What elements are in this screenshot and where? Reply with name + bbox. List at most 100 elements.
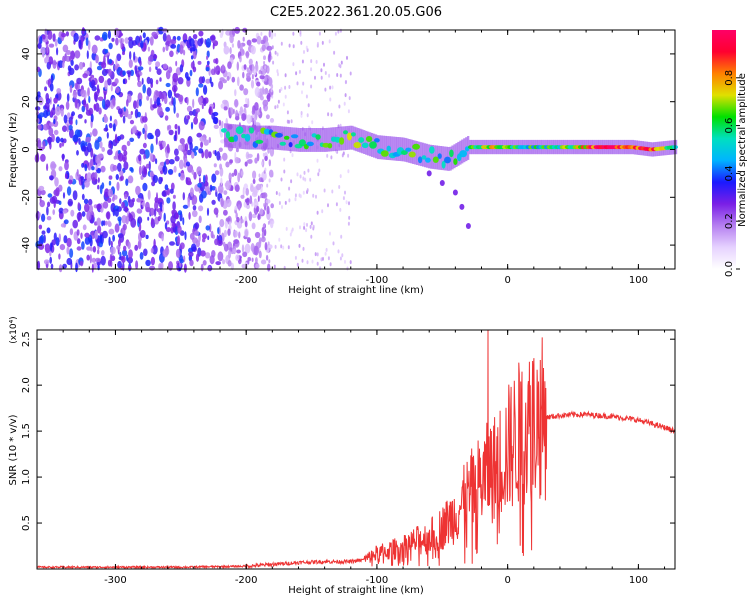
signal-blob bbox=[306, 141, 314, 147]
noise-speckle bbox=[96, 84, 100, 92]
noise-speckle bbox=[37, 139, 42, 149]
signal-blob bbox=[401, 150, 408, 156]
noise-speckle bbox=[262, 192, 268, 199]
noise-speckle bbox=[258, 92, 261, 96]
noise-speckle bbox=[210, 230, 214, 239]
noise-speckle bbox=[194, 222, 200, 230]
snr-y-tick-label: 1.5 bbox=[21, 423, 32, 439]
signal-glow bbox=[306, 128, 309, 152]
noise-speckle bbox=[341, 153, 344, 158]
noise-speckle bbox=[140, 40, 144, 49]
noise-speckle bbox=[258, 173, 261, 178]
signal-tail bbox=[439, 180, 445, 186]
noise-speckle bbox=[107, 30, 111, 40]
noise-speckle bbox=[53, 129, 59, 136]
noise-speckle bbox=[244, 220, 248, 228]
noise-speckle bbox=[222, 79, 227, 84]
noise-speckle bbox=[72, 134, 79, 143]
spectrogram-x-axis: -300 -200 -100 0 100 bbox=[36, 30, 666, 286]
noise-speckle bbox=[125, 178, 129, 186]
noise-speckle bbox=[83, 198, 89, 204]
noise-speckle bbox=[81, 162, 85, 168]
noise-speckle bbox=[174, 123, 178, 130]
noise-speckle bbox=[106, 211, 111, 220]
noise-speckle bbox=[219, 167, 224, 177]
noise-speckle bbox=[46, 227, 51, 234]
signal-glow bbox=[224, 123, 227, 148]
signal-blob bbox=[453, 158, 458, 166]
noise-speckle bbox=[189, 38, 195, 47]
noise-speckle bbox=[246, 72, 251, 79]
noise-speckle bbox=[124, 193, 128, 200]
noise-speckle bbox=[182, 192, 185, 201]
signal-blob bbox=[374, 138, 380, 143]
noise-speckle bbox=[189, 187, 194, 197]
noise-speckle bbox=[263, 104, 266, 109]
noise-speckle bbox=[89, 158, 94, 167]
noise-speckle bbox=[339, 73, 342, 78]
noise-speckle bbox=[87, 142, 92, 153]
signal-blob bbox=[322, 142, 330, 148]
noise-speckle bbox=[54, 39, 58, 47]
noise-speckle bbox=[81, 27, 85, 35]
noise-speckle bbox=[256, 81, 261, 87]
noise-speckle bbox=[74, 50, 81, 59]
noise-speckle bbox=[298, 69, 301, 74]
noise-speckle bbox=[250, 79, 255, 89]
noise-speckle bbox=[103, 91, 106, 100]
noise-speckle bbox=[81, 211, 86, 217]
noise-speckle bbox=[161, 233, 164, 242]
noise-speckle bbox=[338, 104, 341, 109]
noise-speckle bbox=[278, 89, 281, 93]
noise-speckle bbox=[67, 124, 73, 131]
noise-speckle bbox=[242, 186, 245, 197]
noise-speckle bbox=[267, 53, 271, 63]
noise-speckle bbox=[292, 31, 295, 36]
noise-speckle bbox=[252, 187, 258, 196]
noise-speckle bbox=[185, 161, 191, 167]
noise-speckle bbox=[107, 220, 111, 226]
noise-speckle bbox=[56, 88, 62, 94]
noise-speckle bbox=[316, 210, 319, 215]
noise-speckle bbox=[123, 161, 129, 171]
noise-speckle bbox=[220, 197, 224, 208]
noise-speckle bbox=[275, 191, 278, 195]
noise-speckle bbox=[129, 119, 135, 125]
noise-speckle bbox=[254, 157, 258, 164]
noise-speckle bbox=[139, 252, 144, 260]
noise-speckle bbox=[149, 134, 154, 140]
noise-speckle bbox=[168, 159, 175, 165]
noise-speckle bbox=[102, 201, 109, 209]
noise-speckle bbox=[310, 221, 313, 226]
noise-speckle bbox=[265, 199, 271, 204]
snr-x-label: Height of straight line (km) bbox=[288, 585, 424, 596]
noise-speckle bbox=[92, 153, 96, 163]
noise-speckle bbox=[49, 242, 53, 252]
colorbar-tick-label: 0.8 bbox=[724, 70, 735, 86]
noise-speckle bbox=[72, 90, 78, 99]
noise-speckle bbox=[169, 50, 174, 58]
noise-speckle bbox=[213, 163, 217, 168]
noise-speckle bbox=[104, 80, 108, 90]
signal-glow bbox=[239, 124, 242, 149]
noise-speckle bbox=[105, 220, 108, 226]
signal-glow bbox=[249, 125, 252, 150]
noise-speckle bbox=[149, 97, 153, 106]
noise-speckle bbox=[168, 261, 173, 271]
noise-speckle bbox=[84, 163, 88, 172]
spectrogram-heatmap bbox=[34, 26, 678, 273]
noise-speckle bbox=[284, 85, 287, 90]
noise-speckle bbox=[94, 35, 101, 41]
noise-speckle bbox=[126, 70, 132, 75]
noise-speckle bbox=[306, 260, 309, 265]
signal-glow bbox=[378, 135, 382, 160]
noise-speckle bbox=[242, 71, 245, 79]
noise-speckle bbox=[245, 188, 249, 196]
noise-speckle bbox=[259, 95, 264, 101]
signal-glow bbox=[273, 125, 276, 150]
noise-speckle bbox=[145, 201, 150, 212]
noise-speckle bbox=[198, 215, 202, 224]
noise-speckle bbox=[104, 188, 110, 198]
noise-speckle bbox=[280, 87, 283, 91]
noise-speckle bbox=[53, 118, 56, 125]
